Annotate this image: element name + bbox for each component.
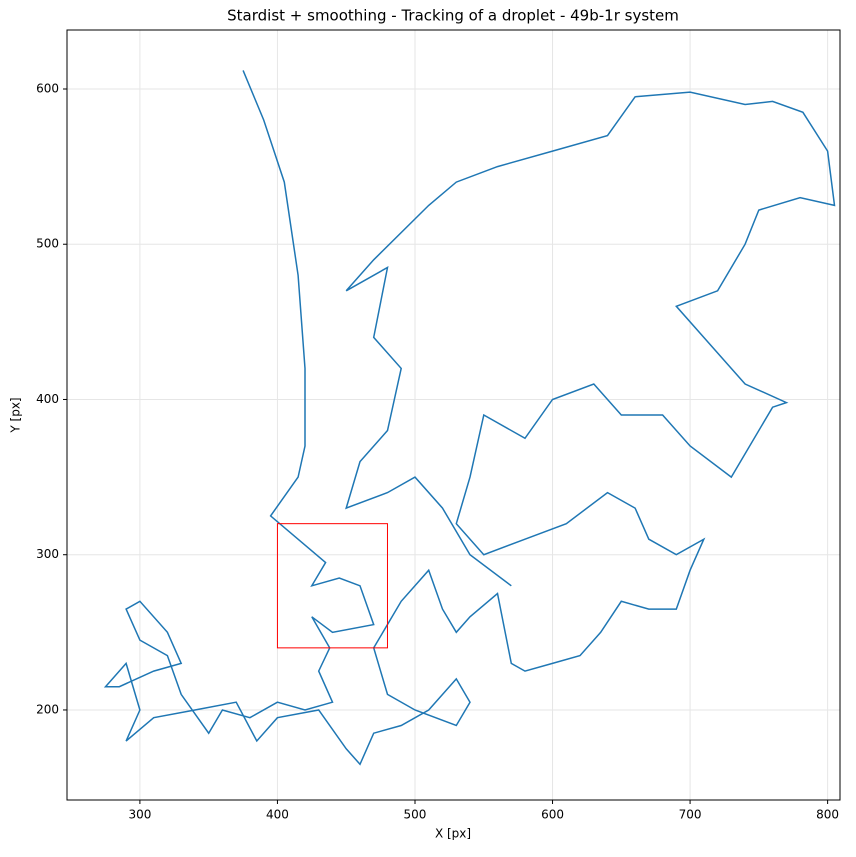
x-tick-label: 300: [128, 808, 151, 822]
y-tick-label: 300: [36, 547, 59, 561]
x-tick-label: 800: [816, 808, 839, 822]
y-tick-label: 400: [36, 392, 59, 406]
x-axis-label: X [px]: [435, 827, 471, 841]
plot-frame: [66, 29, 841, 801]
x-tick-label: 700: [679, 808, 702, 822]
region-box: [276, 523, 388, 649]
y-tick-label: 500: [36, 237, 59, 251]
x-tick-label: 500: [404, 808, 427, 822]
x-tick-label: 400: [266, 808, 289, 822]
trajectory-line: [103, 70, 836, 766]
y-axis-label: Y [px]: [9, 397, 23, 433]
y-tick-label: 200: [36, 702, 59, 716]
x-tick-label: 600: [541, 808, 564, 822]
y-tick-label: 600: [36, 81, 59, 95]
chart-title: Stardist + smoothing - Tracking of a dro…: [227, 7, 679, 25]
